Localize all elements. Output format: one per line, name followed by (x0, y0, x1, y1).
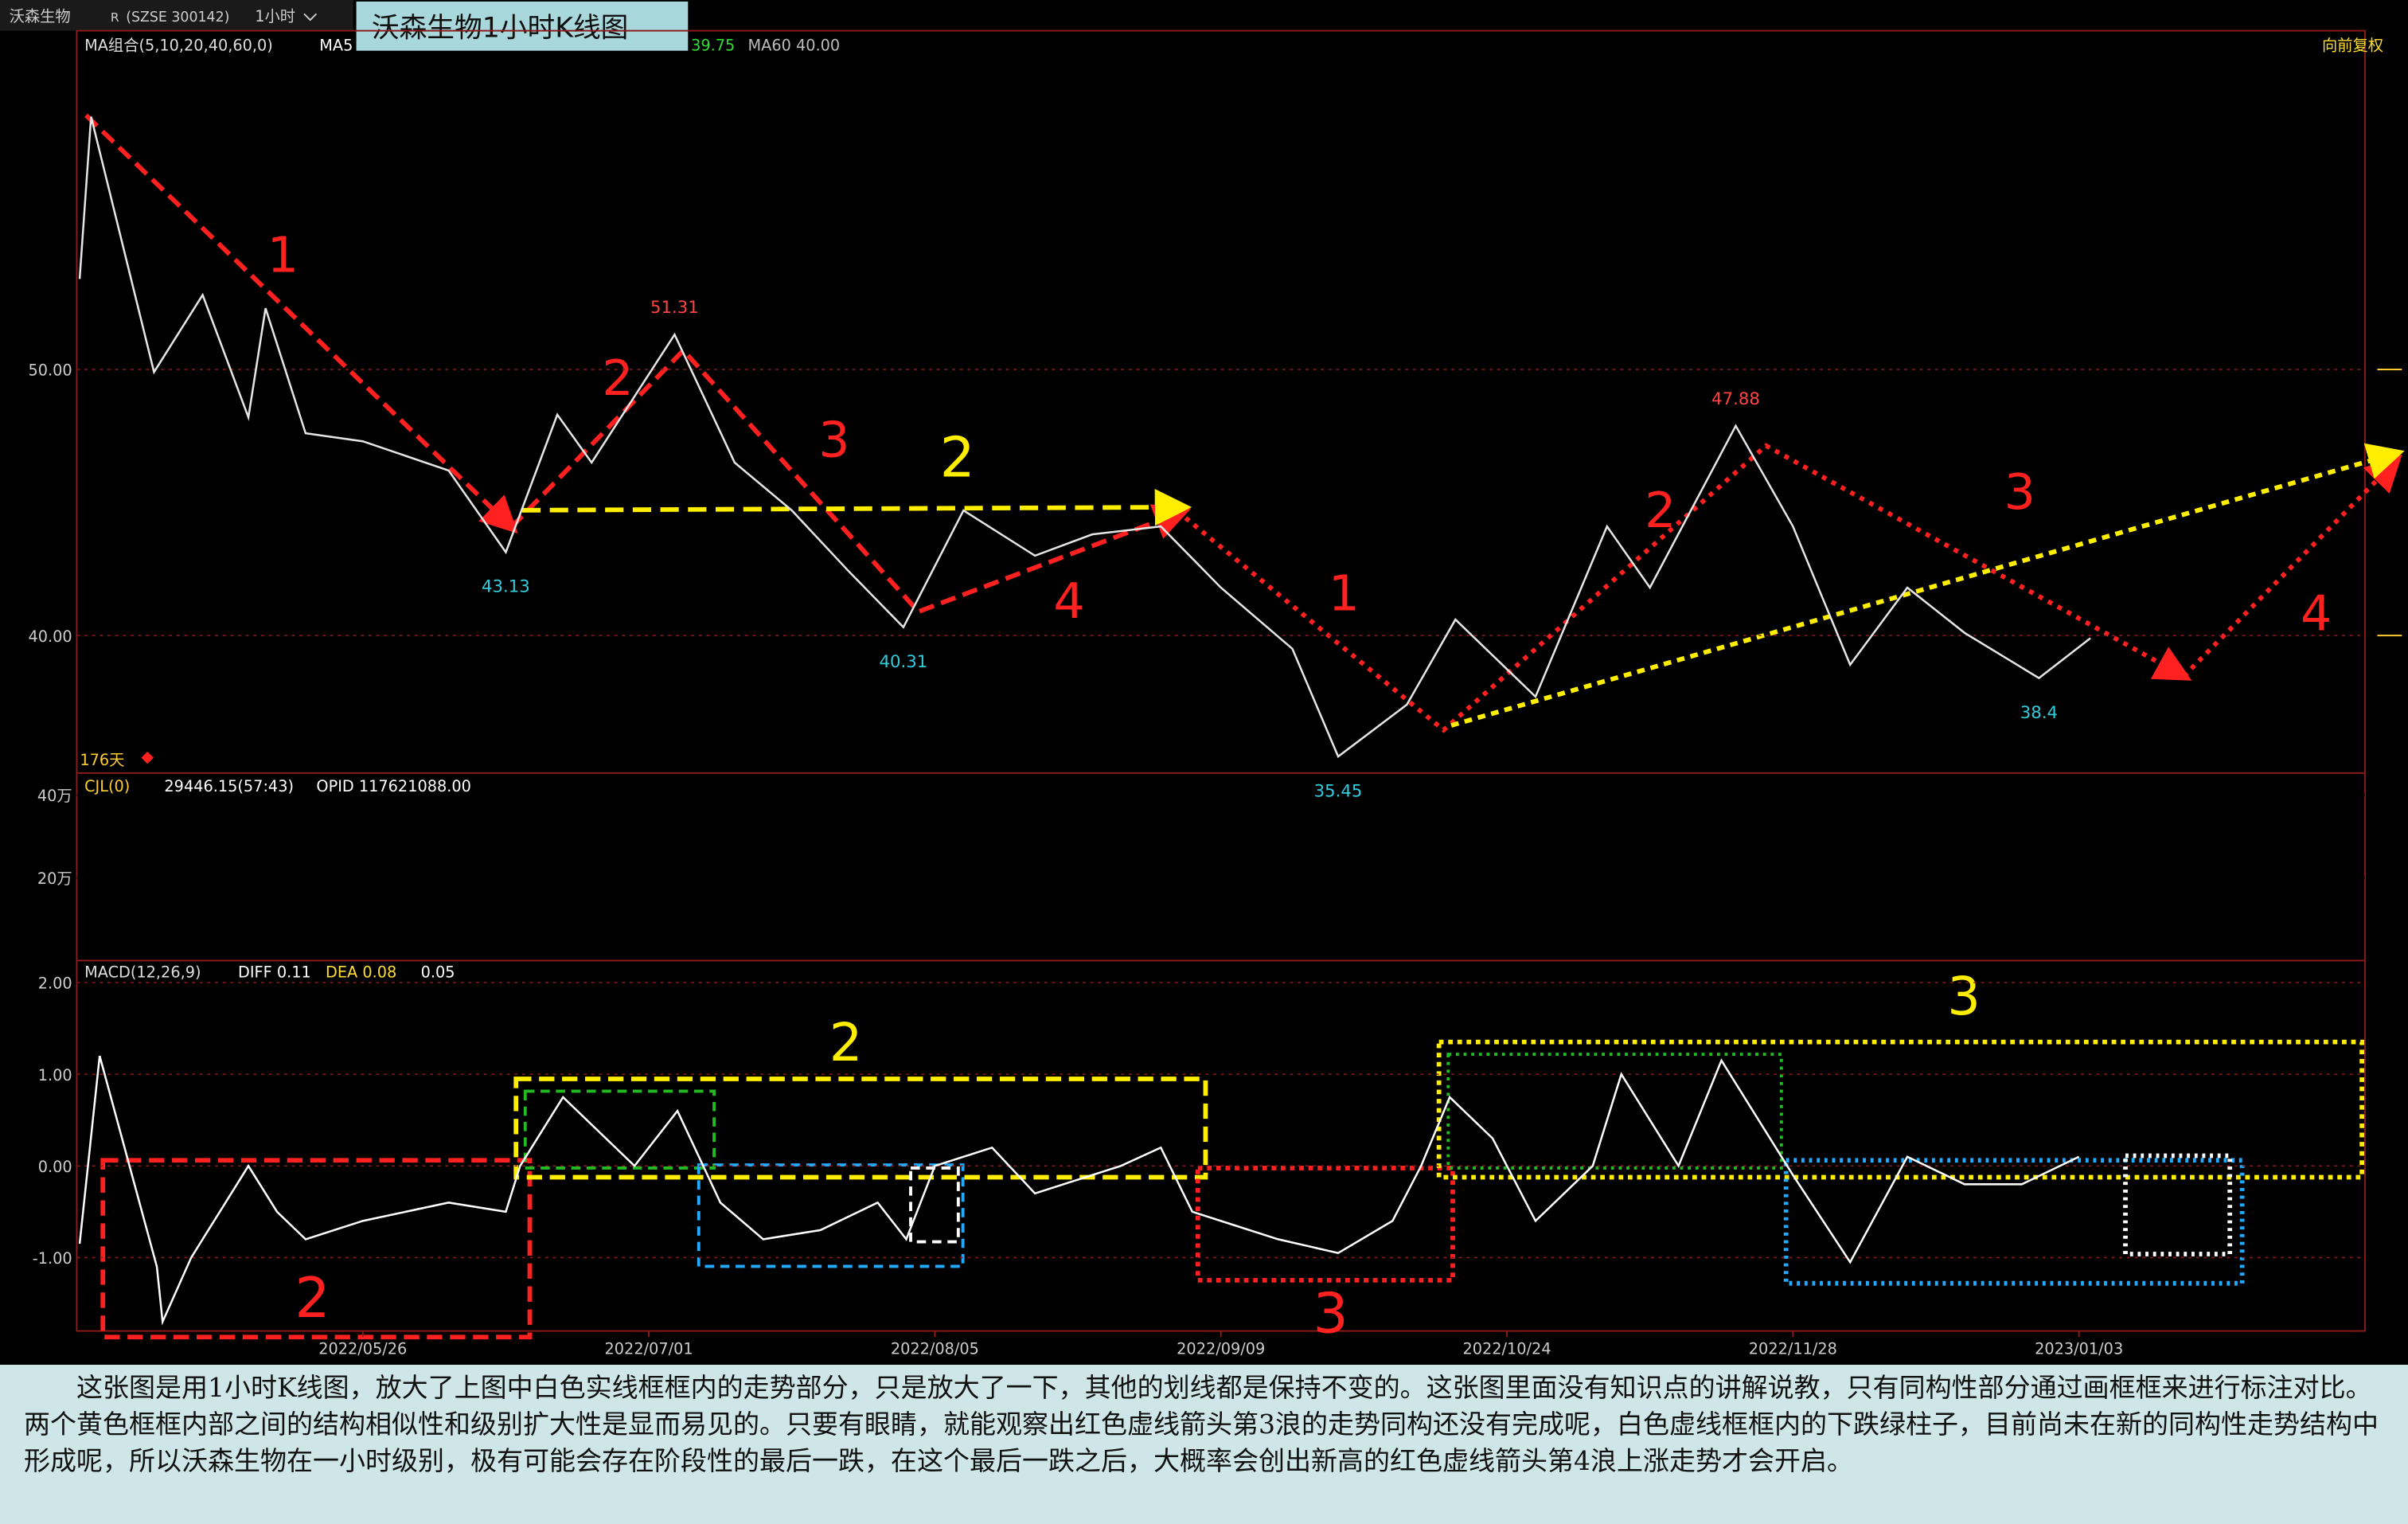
period-selector[interactable]: 1小时 (255, 7, 295, 25)
annotation: 3 (2004, 463, 2035, 521)
days: 176天 (80, 751, 124, 769)
description: 这张图是用1小时K线图，放大了上图中白色实线框框内的走势部分，只是放大了一下，其… (0, 1365, 2408, 1524)
extreme-label: 47.88 (1711, 389, 1760, 409)
extreme-label: 43.13 (482, 577, 530, 597)
annotation: 2 (1645, 482, 1676, 539)
x-tick-label: 2023/01/03 (2035, 1339, 2123, 1358)
annotation: 4 (1053, 572, 1084, 630)
dea: DEA 0.08 (326, 963, 396, 982)
flag: R (111, 10, 119, 25)
extreme-label: 35.45 (1314, 781, 1363, 801)
annotation: 3 (1947, 967, 1981, 1027)
title: 沃森生物1小时K线图 (372, 12, 629, 44)
annotation: 3 (1313, 1282, 1348, 1346)
y-tick-label: 1.00 (38, 1066, 72, 1084)
annotation: 2 (940, 426, 975, 490)
volume-stat: 29446.15(57:43) (164, 777, 294, 795)
annotation: 4 (2301, 584, 2332, 642)
diff-line (78, 1055, 2080, 1326)
annotation: 2 (602, 350, 633, 407)
y-tick-label: 40万 (37, 787, 72, 805)
ma-value: 39.75 (691, 37, 735, 55)
ma5: MA5 (319, 37, 353, 55)
y-tick-label: 50.00 (28, 361, 72, 380)
extreme-label: 40.31 (880, 652, 928, 672)
x-tick-label: 2022/11/28 (1749, 1339, 1837, 1358)
x-tick-label: 2022/10/24 (1462, 1339, 1551, 1358)
ma-indicator: MA组合(5,10,20,40,60,0) (84, 37, 273, 55)
y-tick-label: 20万 (37, 869, 72, 888)
macd-value: 0.05 (421, 963, 455, 982)
y-tick-label: -1.00 (33, 1249, 72, 1268)
annotation: 2 (829, 1013, 863, 1073)
stock-name[interactable]: 沃森生物 (10, 7, 71, 25)
extreme-label: 51.31 (650, 298, 699, 318)
title-box (356, 1, 689, 51)
chart: 沃森生物 R (SZSE 300142) 1小时 沃森生物1小时K线图 MA组合… (0, 0, 2405, 1358)
annotation-lines (84, 113, 2405, 733)
macd-boxes (100, 1039, 2365, 1340)
dropdown-icon[interactable] (303, 13, 318, 21)
adjust[interactable]: 向前复权 (2322, 37, 2383, 55)
extreme-label: 38.4 (2020, 703, 2058, 723)
x-tick-label: 2022/05/26 (318, 1339, 407, 1358)
y-tick-label: 0.00 (38, 1158, 72, 1176)
annotation: 3 (818, 411, 849, 468)
macd-label: MACD(12,26,9) (84, 963, 201, 982)
ma60: MA60 40.00 (748, 37, 841, 55)
x-tick-label: 2022/07/01 (605, 1339, 693, 1358)
annotation: 2 (295, 1267, 330, 1331)
x-tick-label: 2022/09/09 (1177, 1339, 1265, 1358)
x-tick-label: 2022/08/05 (891, 1339, 979, 1358)
diff: DIFF 0.11 (238, 963, 311, 982)
y-tick-label: 40.00 (28, 627, 72, 646)
marker-icon (141, 751, 154, 764)
annotation: 1 (1329, 565, 1360, 622)
y-tick-label: 2.00 (38, 975, 72, 993)
opid: OPID 117621088.00 (316, 777, 470, 795)
volume-label: CJL(0) (84, 777, 130, 795)
price-line (78, 116, 2091, 759)
plot-layer: 40.00 50.00 20万 40万 2.00 1.00 0.00 -1.00 2022/05… (28, 116, 2402, 1358)
annotation: 1 (267, 227, 299, 284)
stock-code: (SZSE 300142) (126, 10, 229, 25)
